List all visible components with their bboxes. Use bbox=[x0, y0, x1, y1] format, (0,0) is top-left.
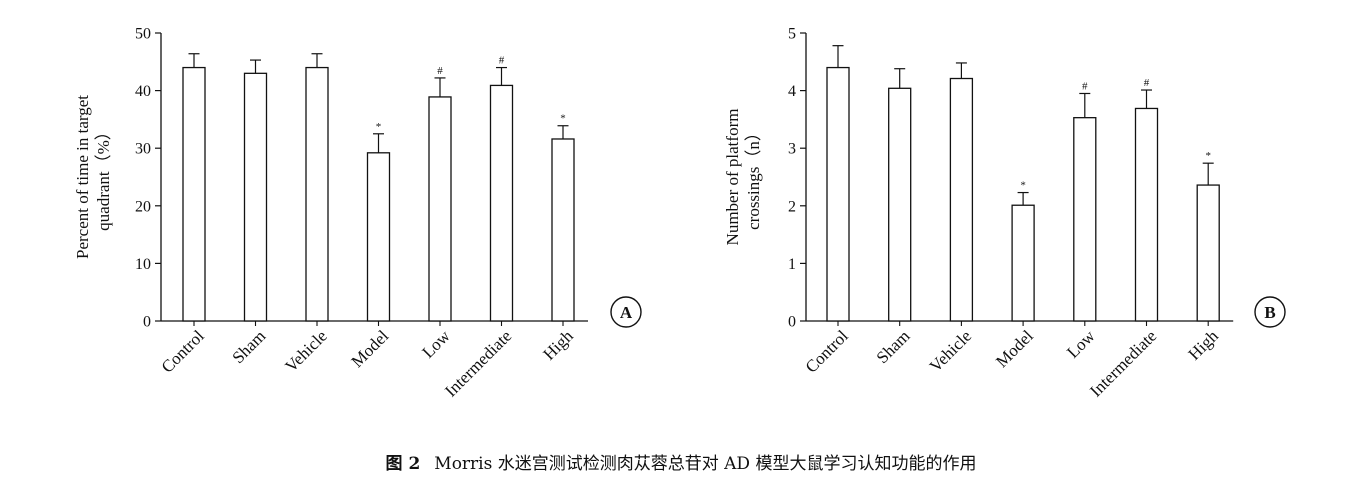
y-tick-label: 2 bbox=[788, 198, 796, 215]
bar-sham bbox=[243, 72, 268, 322]
bar-intermediate bbox=[489, 84, 514, 322]
panel-badge bbox=[1254, 296, 1286, 328]
x-tick-label: Intermediate bbox=[1086, 326, 1160, 400]
significance-mark: * bbox=[376, 121, 382, 133]
significance-mark: * bbox=[1205, 150, 1211, 162]
x-tick-label: Vehicle bbox=[281, 326, 330, 375]
bar-high bbox=[551, 138, 575, 322]
x-tick-label: Sham bbox=[873, 326, 914, 367]
y-tick-label: 5 bbox=[788, 26, 796, 43]
x-tick-label: Intermediate bbox=[441, 326, 515, 400]
x-tick-label: High bbox=[1185, 326, 1223, 364]
y-tick-label: 0 bbox=[143, 314, 151, 331]
significance-mark: # bbox=[1082, 80, 1088, 92]
y-axis-title: Number of platform bbox=[723, 109, 742, 246]
y-tick-label: 0 bbox=[788, 314, 796, 331]
bar-control bbox=[182, 66, 206, 322]
bar-intermediate bbox=[1134, 107, 1159, 322]
panel-label: A bbox=[620, 303, 633, 322]
y-tick-label: 20 bbox=[135, 198, 151, 215]
panel-label: B bbox=[1264, 303, 1275, 322]
y-tick-label: 4 bbox=[788, 83, 796, 100]
bar-model bbox=[1011, 204, 1035, 322]
bar-low bbox=[428, 96, 452, 322]
bar-low bbox=[1073, 117, 1097, 322]
panel-badge bbox=[610, 296, 642, 328]
figure-caption: 图 2 Morris 水迷宫测试检测肉苁蓉总苷对 AD 模型大鼠学习认知功能的作用 bbox=[0, 449, 1362, 474]
x-tick-label: High bbox=[539, 326, 577, 364]
y-tick-label: 50 bbox=[135, 26, 151, 43]
bar-model bbox=[366, 152, 391, 322]
y-axis-title: Percent of time in target bbox=[73, 95, 92, 259]
x-tick-label: Low bbox=[418, 326, 454, 362]
chart-panel-b: 0 1 2 3 4 5 Control Sham Vehicle * Model # Low # Inter… bbox=[723, 26, 1286, 401]
significance-mark: * bbox=[1020, 180, 1026, 192]
chart-panel-a: 0 10 20 30 40 50 Control Sham Vehicle * Model # Low #… bbox=[73, 26, 642, 401]
x-tick-label: Control bbox=[158, 326, 208, 376]
bar-vehicle bbox=[305, 66, 329, 322]
y-tick-label: 1 bbox=[788, 256, 796, 273]
y-tick-label: 40 bbox=[135, 83, 151, 100]
bar-high bbox=[1196, 184, 1220, 322]
y-axis-title-line2: crossings（n） bbox=[744, 124, 763, 230]
x-tick-label: Model bbox=[348, 326, 393, 371]
x-tick-label: Sham bbox=[229, 326, 270, 367]
bar-control bbox=[826, 66, 850, 322]
caption-text: Morris 水迷宫测试检测肉苁蓉总苷对 AD 模型大鼠学习认知功能的作用 bbox=[434, 454, 977, 474]
significance-mark: # bbox=[499, 55, 505, 67]
y-tick-label: 10 bbox=[135, 256, 151, 273]
x-tick-label: Low bbox=[1063, 326, 1099, 362]
bar-sham bbox=[888, 87, 912, 322]
x-tick-label: Vehicle bbox=[926, 326, 975, 375]
x-tick-label: Model bbox=[992, 326, 1037, 371]
y-axis-title-line2: quadrant（%） bbox=[94, 123, 113, 231]
y-tick-label: 30 bbox=[135, 141, 151, 158]
bar-vehicle bbox=[949, 77, 974, 322]
x-tick-label: Control bbox=[802, 326, 852, 376]
significance-mark: # bbox=[437, 65, 443, 77]
significance-mark: # bbox=[1144, 77, 1150, 89]
significance-mark: * bbox=[560, 113, 566, 125]
caption-label: 图 2 bbox=[385, 454, 421, 474]
y-tick-label: 3 bbox=[788, 141, 796, 158]
